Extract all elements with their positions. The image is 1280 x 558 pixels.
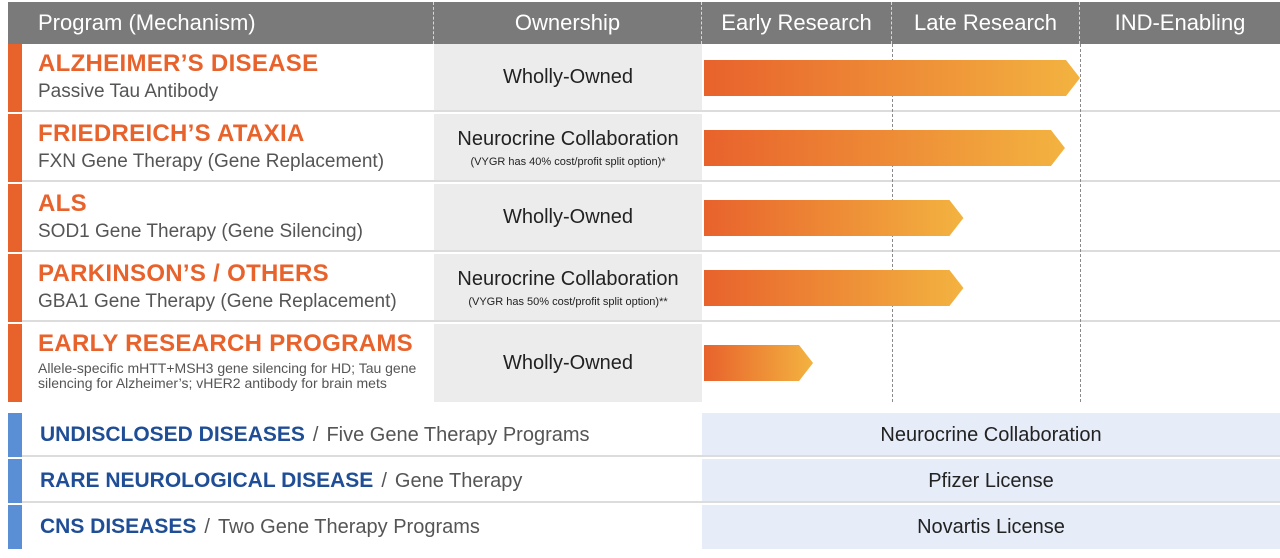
program-cell: PARKINSON’S / OTHERS GBA1 Gene Therapy (… (22, 254, 434, 322)
ownership-label: Wholly-Owned (502, 352, 634, 374)
partnered-program-cell: CNS DISEASES / Two Gene Therapy Programs (22, 505, 702, 549)
row-divider (22, 320, 1280, 322)
program-title: FRIEDREICH’S ATAXIA (38, 120, 305, 147)
program-row-parkinsons: PARKINSON’S / OTHERS GBA1 Gene Therapy (… (8, 254, 1280, 322)
program-cell: FRIEDREICH’S ATAXIA FXN Gene Therapy (Ge… (22, 114, 434, 182)
ownership-cell: Neurocrine Collaboration (VYGR has 50% c… (434, 254, 702, 322)
program-mechanism: GBA1 Gene Therapy (Gene Replacement) (38, 291, 397, 312)
ownership-cell: Wholly-Owned (434, 324, 702, 402)
partnered-program-cell: UNDISCLOSED DISEASES / Five Gene Therapy P… (22, 413, 702, 457)
separator: / (312, 424, 319, 446)
separator: / (381, 470, 387, 492)
ownership-cell: Wholly-Owned (434, 44, 702, 112)
program-title: ALZHEIMER’S DISEASE (38, 50, 319, 77)
partnered-program-name: RARE NEUROLOGICAL DISEASE (40, 469, 374, 492)
row-accent (8, 505, 22, 549)
program-cell: ALZHEIMER’S DISEASE Passive Tau Antibody (22, 44, 434, 112)
partnered-program-desc: Five Gene Therapy Programs (326, 424, 590, 446)
partnered-row-cns: CNS DISEASES / Two Gene Therapy Programs N… (8, 505, 1280, 549)
partnered-program-desc: Two Gene Therapy Programs (217, 516, 480, 538)
ownership-note: (VYGR has 50% cost/profit split option)*… (468, 296, 668, 308)
partner-label: Neurocrine Collaboration (702, 413, 1280, 457)
phase-cell (702, 254, 1280, 322)
partnered-row-undisclosed: UNDISCLOSED DISEASES / Five Gene Therapy P… (8, 413, 1280, 457)
separator: / (204, 516, 210, 538)
ownership-label: Wholly-Owned (502, 206, 634, 228)
header-ind-enabling: IND-Enabling (1114, 10, 1246, 35)
partner-label: Novartis License (702, 505, 1280, 549)
program-row-als: ALS SOD1 Gene Therapy (Gene Silencing) W… (8, 184, 1280, 252)
program-row-alzheimers: ALZHEIMER’S DISEASE Passive Tau Antibody… (8, 44, 1280, 112)
program-mechanism: Passive Tau Antibody (38, 81, 219, 102)
partnered-program-cell: RARE NEUROLOGICAL DISEASE / Gene Therapy (22, 459, 702, 503)
pipeline-header: Program (Mechanism) Ownership Early Rese… (8, 2, 1280, 44)
row-accent (8, 184, 22, 252)
program-row-friedreichs: FRIEDREICH’S ATAXIA FXN Gene Therapy (Ge… (8, 114, 1280, 182)
partnered-program-desc: Gene Therapy (394, 470, 523, 492)
row-accent (8, 44, 22, 112)
program-mechanism: FXN Gene Therapy (Gene Replacement) (38, 151, 385, 172)
header-program: Program (Mechanism) (8, 2, 434, 44)
program-mechanism: Allele-specific mHTT+MSH3 gene silencing… (38, 360, 417, 391)
partnered-program-name: UNDISCLOSED DISEASES (40, 423, 305, 446)
header-early-research: Early Research (702, 2, 892, 44)
row-accent (8, 114, 22, 182)
phase-cell (702, 44, 1280, 112)
partnered-row-rare-neuro: RARE NEUROLOGICAL DISEASE / Gene Therapy P… (8, 459, 1280, 503)
phase-cell (702, 184, 1280, 252)
row-accent (8, 413, 22, 457)
phase-cell (702, 324, 1280, 402)
phase-divider-ind (1080, 44, 1081, 402)
row-accent (8, 254, 22, 322)
row-divider (22, 110, 1280, 112)
partner-label: Pfizer License (702, 459, 1280, 503)
phase-divider-late (892, 44, 893, 402)
ownership-note: (VYGR has 40% cost/profit split option)* (470, 156, 666, 168)
program-title: PARKINSON’S / OTHERS (38, 260, 329, 287)
ownership-cell: Wholly-Owned (434, 184, 702, 252)
program-title: EARLY RESEARCH PROGRAMS (38, 330, 413, 357)
row-divider (22, 250, 1280, 252)
program-row-early-research: EARLY RESEARCH PROGRAMS Allele-specific … (8, 324, 1280, 402)
row-divider (22, 455, 1280, 457)
program-cell: EARLY RESEARCH PROGRAMS Allele-specific … (22, 324, 434, 402)
program-cell: ALS SOD1 Gene Therapy (Gene Silencing) (22, 184, 434, 252)
partnered-program-name: CNS DISEASES (40, 515, 197, 538)
ownership-label: Wholly-Owned (502, 66, 634, 88)
row-accent (8, 459, 22, 503)
ownership-cell: Neurocrine Collaboration (VYGR has 40% c… (434, 114, 702, 182)
header-ownership: Ownership (434, 2, 702, 44)
ownership-label: Neurocrine Collaboration (457, 268, 679, 290)
header-late-research: Late Research (892, 2, 1080, 44)
program-mechanism: SOD1 Gene Therapy (Gene Silencing) (38, 221, 363, 242)
ownership-label: Neurocrine Collaboration (457, 128, 679, 150)
phase-cell (702, 114, 1280, 182)
row-divider (22, 180, 1280, 182)
row-divider (22, 501, 1280, 503)
row-accent (8, 324, 22, 402)
program-title: ALS (38, 190, 87, 217)
